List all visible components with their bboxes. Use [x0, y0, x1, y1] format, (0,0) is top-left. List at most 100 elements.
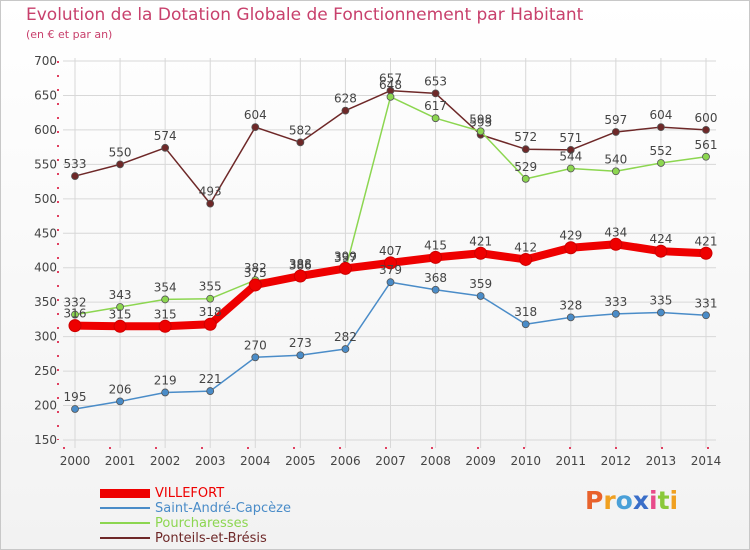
logo-letter: r — [603, 486, 616, 515]
logo-letter: t — [657, 486, 670, 515]
x-tick-label: 2014 — [691, 454, 722, 468]
y-tick-label: 300 — [34, 330, 57, 344]
data-point — [431, 114, 440, 123]
axes: 150 200 250 300 350 400 450 500 550 600 650 700 2000… — [34, 54, 721, 468]
x-tick-label: 2002 — [150, 454, 181, 468]
legend-label: Ponteils-et-Brésis — [155, 531, 267, 546]
data-point — [474, 246, 488, 260]
data-point — [611, 128, 620, 136]
data-label: 598 — [469, 112, 492, 126]
data-point — [431, 89, 440, 98]
data-point — [521, 174, 530, 183]
data-label: 359 — [469, 277, 492, 291]
data-label: 561 — [695, 138, 718, 152]
data-point — [161, 295, 170, 304]
data-label: 552 — [649, 144, 672, 158]
data-label: 648 — [379, 78, 402, 92]
legend-swatch — [100, 489, 150, 498]
data-point — [702, 126, 710, 134]
data-point — [611, 309, 620, 318]
data-label: 354 — [154, 280, 177, 294]
data-label: 653 — [424, 74, 447, 88]
data-point — [293, 269, 307, 283]
data-point — [296, 138, 305, 147]
data-point — [609, 237, 623, 251]
data-point — [158, 319, 172, 333]
data-point — [206, 387, 215, 395]
data-label: 429 — [559, 229, 582, 243]
chart-title: Evolution de la Dotation Globale de Fonc… — [26, 5, 584, 25]
data-label: 195 — [64, 390, 87, 404]
x-tick-label: 2008 — [420, 454, 451, 468]
data-label: 399 — [334, 249, 357, 263]
x-tick-label: 2009 — [465, 454, 496, 468]
data-label: 375 — [244, 266, 267, 280]
data-label: 407 — [379, 244, 402, 258]
logo-letter: i — [649, 486, 658, 515]
data-point — [296, 351, 305, 360]
data-point — [702, 311, 710, 320]
y-tick-label: 700 — [34, 54, 57, 68]
data-point — [251, 123, 260, 132]
y-tick-label: 500 — [34, 192, 57, 206]
logo-letter: P — [585, 486, 604, 515]
y-tick-label: 250 — [34, 364, 57, 378]
x-tick-label: 2000 — [60, 454, 91, 468]
data-label: 604 — [244, 108, 267, 122]
data-label: 421 — [469, 234, 492, 248]
data-point — [654, 244, 668, 258]
data-label: 316 — [64, 307, 87, 321]
y-tick-label: 400 — [34, 261, 57, 275]
data-point — [521, 320, 530, 329]
data-label: 412 — [514, 240, 537, 254]
data-label: 434 — [604, 225, 627, 239]
data-label: 343 — [109, 288, 132, 302]
y-tick-label: 150 — [34, 433, 57, 447]
data-point — [384, 256, 397, 270]
data-point — [338, 261, 352, 275]
data-point — [519, 252, 533, 266]
data-label: 397 — [334, 251, 357, 265]
data-label: 221 — [199, 372, 222, 386]
data-label: 582 — [289, 123, 312, 137]
data-label: 593 — [469, 116, 492, 130]
x-tick-label: 2003 — [195, 454, 226, 468]
data-label: 388 — [289, 257, 312, 271]
data-label: 657 — [379, 72, 402, 86]
x-tick-label: 2004 — [240, 454, 271, 468]
data-point — [431, 285, 440, 294]
data-point — [113, 319, 127, 333]
data-label: 550 — [109, 145, 132, 159]
data-point — [341, 106, 350, 115]
data-label: 318 — [514, 305, 537, 319]
data-point — [699, 246, 713, 260]
data-label: 600 — [695, 111, 718, 125]
data-point — [116, 397, 124, 406]
y-tick-label: 450 — [34, 226, 57, 240]
data-label: 572 — [514, 130, 537, 144]
data-point — [521, 145, 530, 154]
data-point — [476, 127, 485, 136]
data-label: 328 — [559, 298, 582, 312]
data-label: 333 — [604, 295, 627, 309]
data-point — [564, 241, 578, 255]
x-tick-label: 2007 — [375, 454, 406, 468]
y-tick-label: 550 — [34, 157, 57, 171]
legend-label: VILLEFORT — [155, 486, 225, 501]
data-point — [611, 167, 620, 176]
x-tick-label: 2001 — [105, 454, 136, 468]
data-label: 544 — [559, 149, 582, 163]
data-label: 315 — [154, 307, 177, 321]
logo-letter: i — [669, 486, 679, 515]
y-tick-label: 600 — [34, 123, 57, 137]
logo-letter: x — [632, 486, 649, 515]
data-label: 282 — [334, 330, 357, 344]
data-point — [386, 92, 395, 101]
data-point — [566, 145, 575, 154]
data-label: 421 — [695, 234, 718, 248]
data-labels: 316 315 315 318 375 388 399 407 415 421 412 429 434 4… — [64, 72, 718, 404]
data-label: 424 — [649, 232, 672, 246]
data-label: 335 — [649, 294, 672, 308]
data-point — [657, 159, 665, 167]
